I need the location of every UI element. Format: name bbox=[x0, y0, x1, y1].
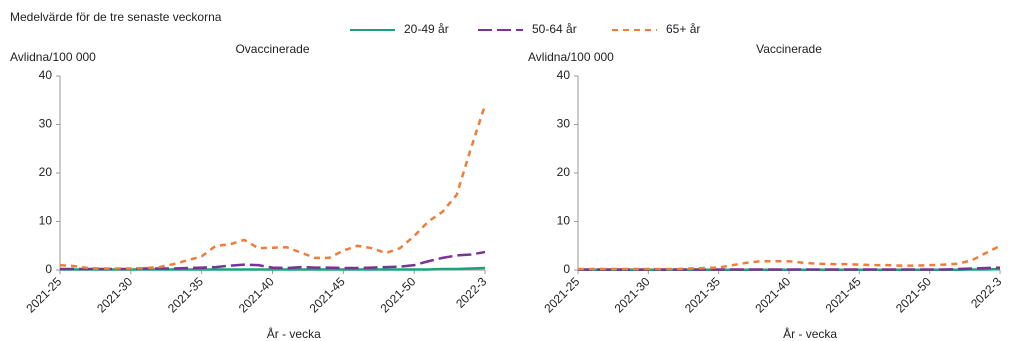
legend-label: 20-49 år bbox=[404, 22, 449, 36]
x-tick-label: 2021-45 bbox=[823, 274, 864, 315]
y-tick-label: 0 bbox=[45, 262, 52, 276]
line-series bbox=[578, 244, 1001, 271]
line-series bbox=[60, 250, 486, 271]
note: Medelvärde för de tre senaste veckorna bbox=[10, 10, 222, 24]
y-tick-label: 10 bbox=[39, 214, 53, 228]
y-tick-label: 10 bbox=[557, 214, 571, 228]
y-tick-label: 0 bbox=[563, 262, 570, 276]
x-tick-label: 2022-3 bbox=[453, 274, 490, 311]
y-axis-label: Avlidna/100 000 bbox=[528, 50, 614, 64]
x-tick-label: 2021-25 bbox=[541, 274, 582, 315]
x-axis-label: År - vecka bbox=[267, 326, 321, 341]
x-tick-label: 2021-25 bbox=[23, 274, 64, 315]
legend-label: 65+ år bbox=[666, 22, 700, 36]
y-axis-label: Avlidna/100 000 bbox=[10, 50, 96, 64]
y-tick-label: 30 bbox=[39, 117, 53, 131]
y-tick-label: 30 bbox=[557, 117, 571, 131]
x-tick-label: 2021-30 bbox=[94, 274, 135, 315]
x-tick-label: 2021-45 bbox=[307, 274, 348, 315]
x-tick-label: 2021-40 bbox=[236, 274, 277, 315]
x-tick-label: 2022-3 bbox=[968, 274, 1005, 311]
chart-title: Vaccinerade bbox=[756, 42, 822, 56]
y-tick-label: 40 bbox=[39, 68, 53, 82]
line-series bbox=[59, 104, 487, 270]
legend-label: 50-64 år bbox=[532, 22, 577, 36]
x-tick-label: 2021-40 bbox=[752, 274, 793, 315]
x-tick-label: 2021-35 bbox=[165, 274, 206, 315]
y-tick-label: 40 bbox=[557, 68, 571, 82]
x-tick-label: 2021-30 bbox=[612, 274, 653, 315]
x-tick-label: 2021-35 bbox=[682, 274, 723, 315]
y-tick-label: 20 bbox=[39, 165, 53, 179]
x-tick-label: 2021-50 bbox=[893, 274, 934, 315]
y-tick-label: 20 bbox=[557, 165, 571, 179]
x-axis-label: År - vecka bbox=[783, 326, 837, 341]
x-tick-label: 2021-50 bbox=[377, 274, 418, 315]
chart-title: Ovaccinerade bbox=[235, 42, 309, 56]
